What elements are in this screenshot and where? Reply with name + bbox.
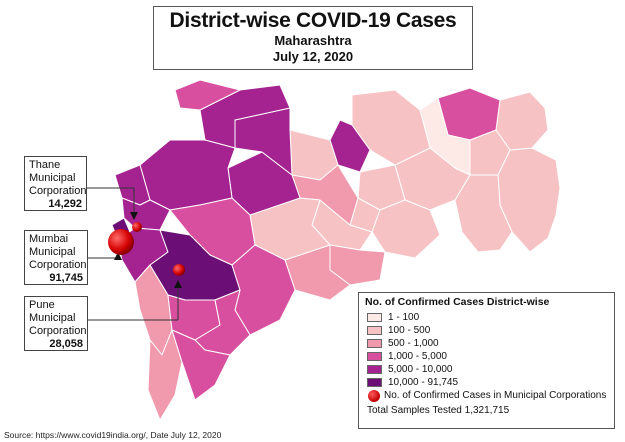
red-dot-icon <box>368 389 380 402</box>
district-nashik <box>139 139 236 211</box>
callout-mumbai-value: 91,745 <box>49 272 83 284</box>
callout-leaders <box>87 187 179 321</box>
callout-pune-line3: Corporation <box>29 325 87 337</box>
district-chandrapur <box>454 174 513 253</box>
pune-corporation-dot <box>173 264 185 276</box>
callout-arrows <box>114 212 182 288</box>
district-nanded <box>371 199 441 259</box>
legend-class-label: 1 - 100 <box>388 312 420 323</box>
callout-mumbai-line1: Mumbai <box>29 233 69 245</box>
map-date: July 12, 2020 <box>272 49 354 64</box>
district-kolhapur <box>171 329 231 401</box>
mumbai-corporation-dot <box>108 229 134 255</box>
map-region: Maharashtra <box>274 33 352 48</box>
legend-title: No. of Confirmed Cases District-wise <box>365 296 550 308</box>
callout-mumbai-line2: Municipal <box>29 246 76 258</box>
legend-corporation-label: No. of Confirmed Cases in Municipal Corp… <box>384 390 607 401</box>
callout-pune: Pune Municipal Corporation 28,058 <box>24 296 88 351</box>
legend-class-row: 1 - 100 <box>367 311 608 324</box>
callout-pune-line1: Pune <box>29 299 55 311</box>
callout-thane-value: 14,292 <box>48 198 82 210</box>
legend-swatch <box>367 378 382 387</box>
legend-swatch <box>367 352 382 361</box>
legend-class-row: 100 - 500 <box>367 324 608 337</box>
legend-swatch <box>367 326 382 335</box>
legend: No. of Confirmed Cases District-wise 1 -… <box>358 292 615 429</box>
legend-swatch <box>367 313 382 322</box>
map-title: District-wise COVID-19 Cases <box>169 9 457 32</box>
legend-class-label: 10,000 - 91,745 <box>388 377 459 388</box>
legend-class-label: 1,000 - 5,000 <box>388 351 447 362</box>
district-nandurbar <box>174 79 241 111</box>
legend-swatch <box>367 339 382 348</box>
callout-pune-line2: Municipal <box>29 312 76 324</box>
legend-total-samples: Total Samples Tested 1,321,715 <box>367 405 510 416</box>
callout-mumbai: Mumbai Municipal Corporation 91,745 <box>24 230 88 285</box>
legend-class-row: 10,000 - 91,745 <box>367 376 608 389</box>
legend-corporation-row: No. of Confirmed Cases in Municipal Corp… <box>367 389 608 402</box>
callout-pune-value: 28,058 <box>49 338 83 350</box>
legend-class-row: 5,000 - 10,000 <box>367 363 608 376</box>
title-box: District-wise COVID-19 Cases Maharashtra… <box>153 6 473 70</box>
callout-thane-line1: Thane <box>29 159 61 171</box>
legend-class-row: 500 - 1,000 <box>367 337 608 350</box>
district-sindhudurg <box>147 329 183 421</box>
legend-class-label: 500 - 1,000 <box>388 338 439 349</box>
callout-thane: Thane Municipal Corporation 14,292 <box>24 156 87 211</box>
legend-class-label: 100 - 500 <box>388 325 431 336</box>
source-note: Source: https://www.covid19india.org/, D… <box>4 430 222 440</box>
callout-thane-line3: Corporation <box>29 185 87 197</box>
callout-mumbai-line3: Corporation <box>29 259 87 271</box>
thane-corporation-dot <box>132 222 142 232</box>
legend-class-row: 1,000 - 5,000 <box>367 350 608 363</box>
legend-swatch <box>367 365 382 374</box>
callout-thane-line2: Municipal <box>29 172 76 184</box>
legend-class-label: 5,000 - 10,000 <box>388 364 453 375</box>
